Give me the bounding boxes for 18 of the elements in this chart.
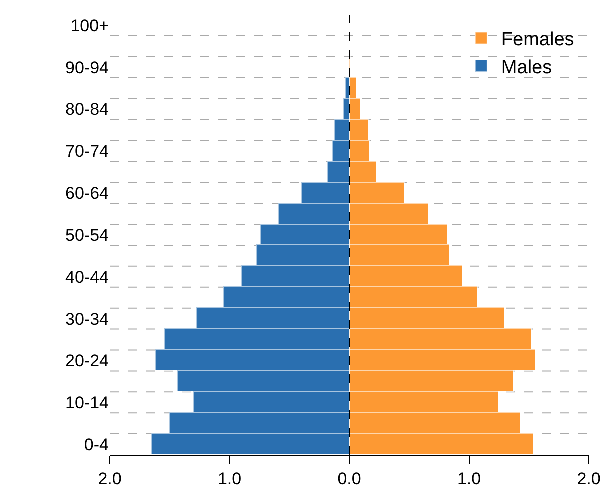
y-tick-label: 40-44 — [66, 268, 109, 287]
x-tick-label: 2.0 — [98, 469, 122, 488]
y-tick-label: 30-34 — [66, 310, 109, 329]
legend-label: Males — [501, 57, 552, 78]
x-tick-label: 0.0 — [338, 469, 362, 488]
y-tick-label: 90-94 — [66, 58, 109, 78]
y-tick-label: 0-4 — [84, 435, 109, 454]
y-tick-label: 60-64 — [66, 184, 109, 204]
x-tick-label: 1.0 — [457, 469, 482, 488]
x-tick-label: 1.0 — [218, 469, 242, 488]
y-tick-label: 10-14 — [66, 394, 109, 413]
y-tick-label: 100+ — [70, 16, 110, 36]
y-tick-label: 20-24 — [66, 352, 109, 371]
x-tick-label: 2.0 — [577, 469, 601, 488]
y-tick-label: 80-84 — [66, 100, 109, 120]
legend-label: Females — [501, 30, 574, 51]
y-tick-label: 70-74 — [66, 142, 109, 162]
y-tick-label: 50-54 — [66, 226, 109, 245]
